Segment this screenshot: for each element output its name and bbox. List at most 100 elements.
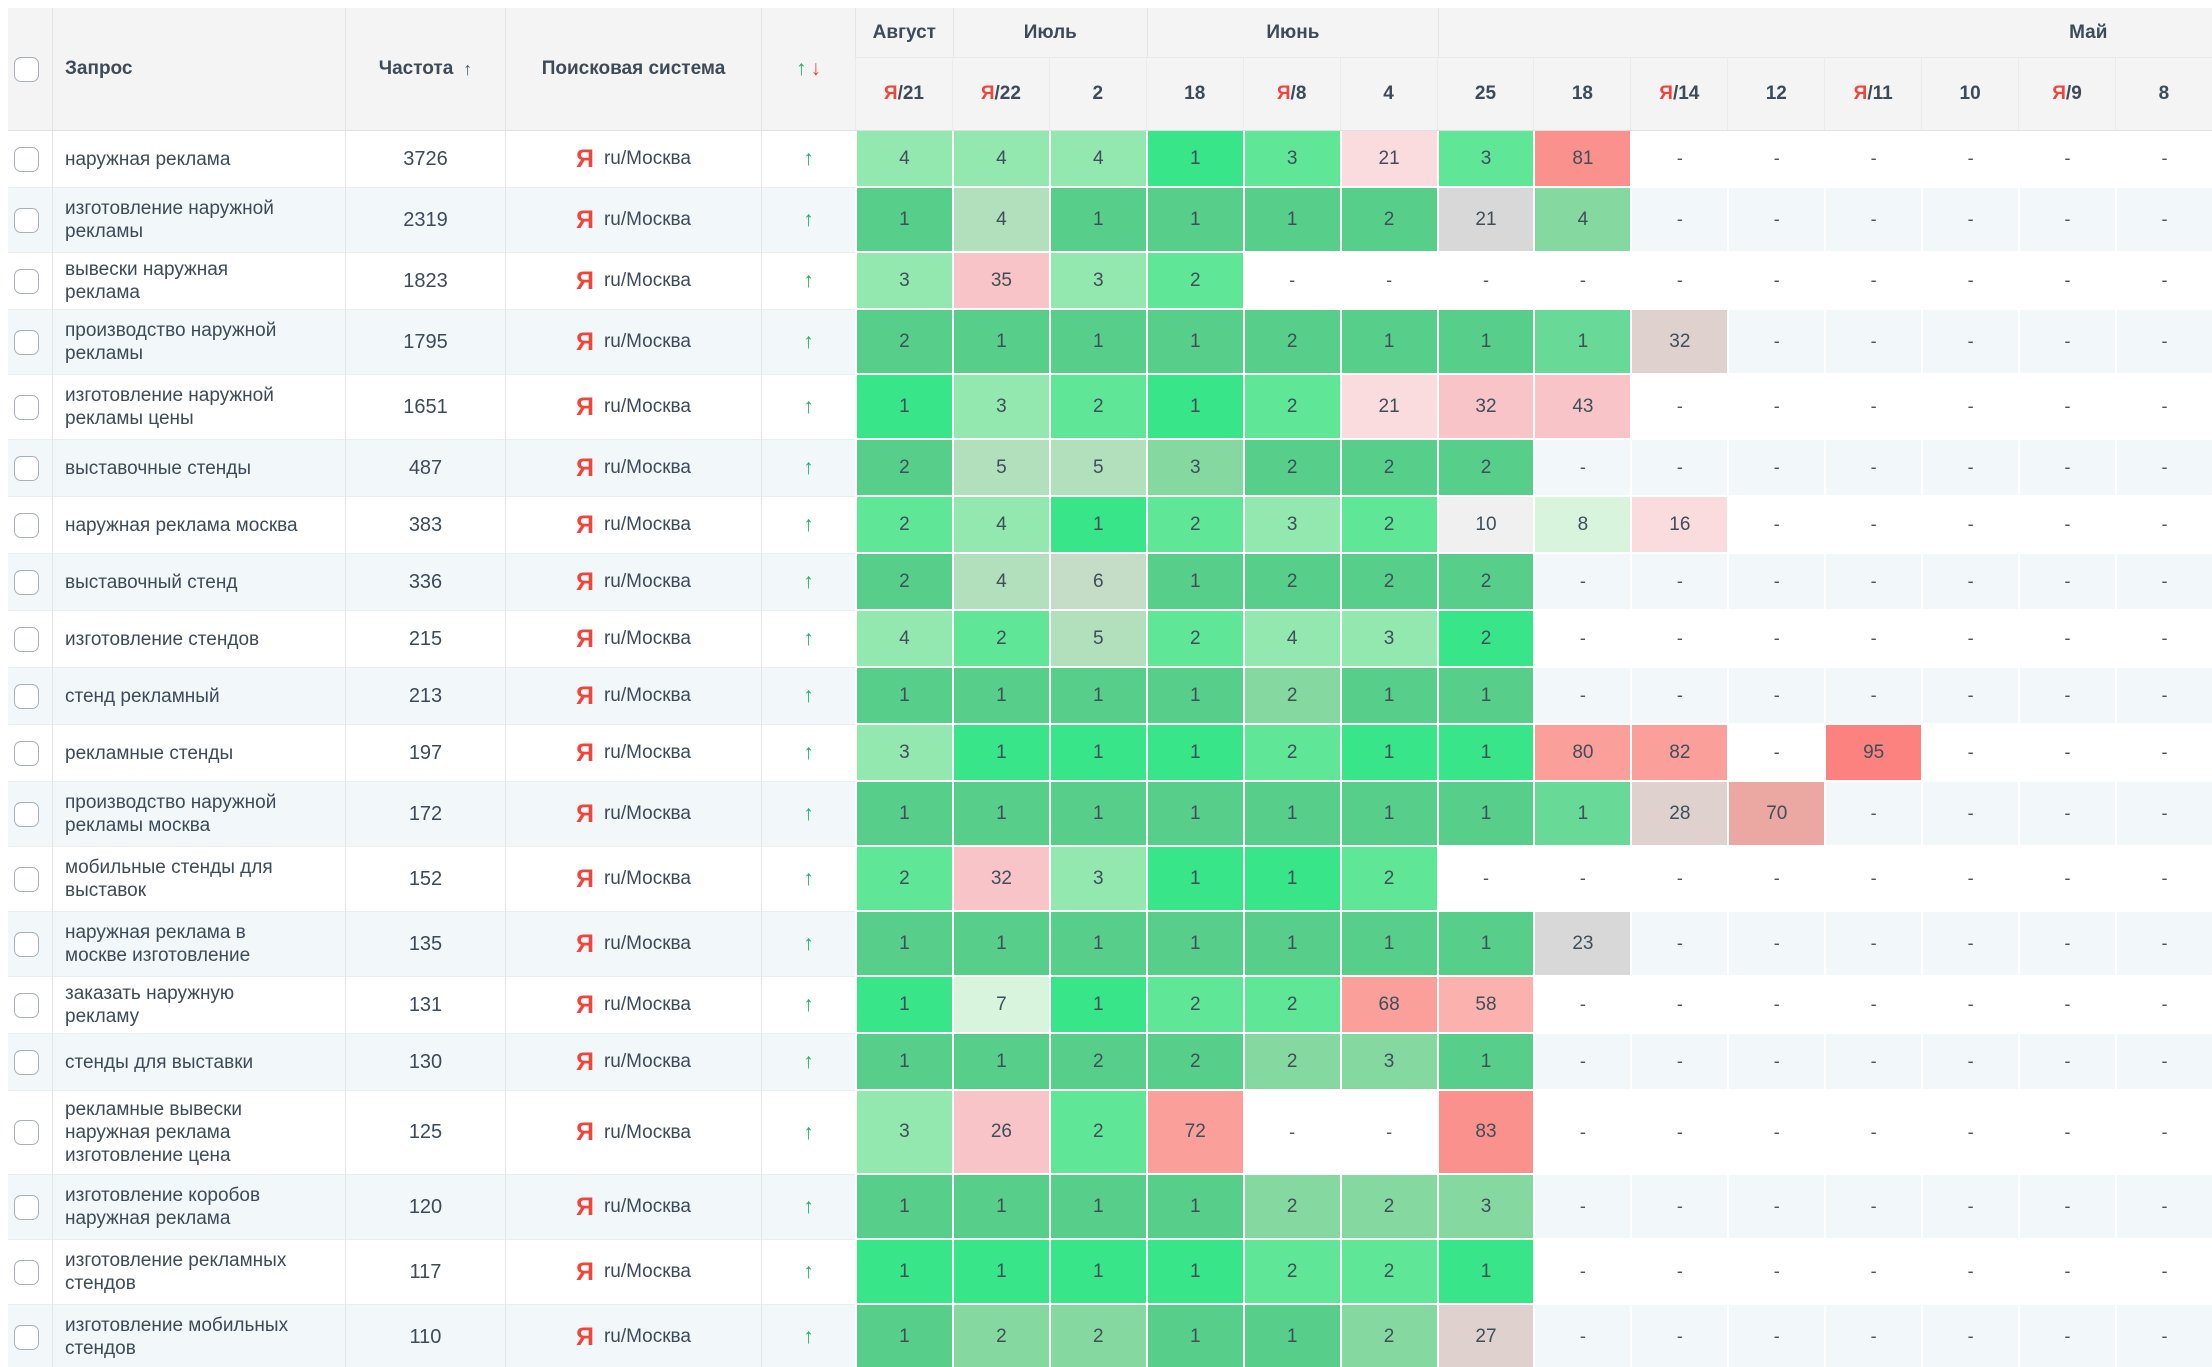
- position-cell[interactable]: 2: [1339, 440, 1437, 497]
- row-checkbox[interactable]: [14, 866, 39, 892]
- position-cell[interactable]: 1: [1048, 497, 1146, 554]
- position-cell[interactable]: 81: [1533, 131, 1631, 188]
- position-cell[interactable]: 1: [1145, 847, 1243, 912]
- position-cell[interactable]: 2: [1145, 611, 1243, 668]
- position-cell[interactable]: 21: [1339, 131, 1437, 188]
- position-cell[interactable]: 2: [1436, 440, 1534, 497]
- position-cell[interactable]: 3: [1339, 1034, 1437, 1091]
- row-checkbox[interactable]: [14, 801, 39, 827]
- position-cell[interactable]: 1: [1145, 310, 1243, 375]
- position-cell[interactable]: 1: [1048, 977, 1146, 1034]
- date-column-header[interactable]: Я/8: [1242, 57, 1340, 130]
- position-cell[interactable]: 4: [951, 188, 1049, 253]
- position-cell[interactable]: 2: [1242, 1240, 1340, 1305]
- position-cell[interactable]: 1: [855, 188, 952, 253]
- query-label[interactable]: выставочный стенд: [65, 571, 238, 593]
- position-cell[interactable]: 4: [1533, 188, 1631, 253]
- row-checkbox[interactable]: [14, 931, 39, 957]
- position-cell[interactable]: 2: [855, 310, 952, 375]
- date-column-header[interactable]: 10: [1921, 57, 2019, 130]
- position-cell[interactable]: 2: [1145, 253, 1243, 310]
- query-label[interactable]: рекламные вывески наружная реклама изгот…: [65, 1099, 242, 1166]
- position-cell[interactable]: 2: [855, 554, 952, 611]
- position-cell[interactable]: 1: [1436, 1034, 1534, 1091]
- position-cell[interactable]: 1: [951, 1175, 1049, 1240]
- query-label[interactable]: стенды для выставки: [65, 1051, 254, 1073]
- position-cell[interactable]: 2: [855, 497, 952, 554]
- row-checkbox[interactable]: [14, 1259, 39, 1285]
- position-cell[interactable]: 2: [855, 847, 952, 912]
- position-cell[interactable]: 3: [1339, 611, 1437, 668]
- position-cell[interactable]: 1: [1145, 131, 1243, 188]
- position-cell[interactable]: 3: [1436, 1175, 1534, 1240]
- position-cell[interactable]: 1: [855, 977, 952, 1034]
- position-cell[interactable]: 68: [1339, 977, 1437, 1034]
- query-label[interactable]: производство наружной рекламы москва: [65, 792, 277, 836]
- row-checkbox[interactable]: [14, 1324, 39, 1350]
- query-label[interactable]: рекламные стенды: [65, 742, 234, 764]
- engine-column-header[interactable]: Поисковая система: [506, 8, 762, 130]
- position-cell[interactable]: 32: [1436, 375, 1534, 440]
- query-label[interactable]: наружная реклама в москве изготовление: [65, 922, 251, 966]
- position-cell[interactable]: 2: [1339, 497, 1437, 554]
- position-cell[interactable]: 1: [855, 375, 952, 440]
- date-column-header[interactable]: Я/21: [855, 57, 952, 130]
- position-cell[interactable]: 2: [1048, 375, 1146, 440]
- position-cell[interactable]: 3: [951, 375, 1049, 440]
- position-cell[interactable]: 4: [951, 131, 1049, 188]
- position-cell[interactable]: 1: [1048, 1240, 1146, 1305]
- position-cell[interactable]: 1: [1145, 188, 1243, 253]
- position-cell[interactable]: 2: [1339, 847, 1437, 912]
- position-cell[interactable]: 2: [855, 440, 952, 497]
- position-cell[interactable]: 1: [1339, 725, 1437, 782]
- query-label[interactable]: изготовление наружной рекламы: [65, 198, 274, 242]
- row-checkbox[interactable]: [14, 683, 39, 709]
- position-cell[interactable]: 2: [1048, 1034, 1146, 1091]
- query-column-header[interactable]: Запрос: [53, 8, 346, 130]
- position-cell[interactable]: 3: [1242, 497, 1340, 554]
- position-cell[interactable]: 2: [1339, 188, 1437, 253]
- position-cell[interactable]: 2: [1145, 1034, 1243, 1091]
- position-cell[interactable]: 1: [1145, 1175, 1243, 1240]
- position-cell[interactable]: 1: [1436, 912, 1534, 977]
- position-cell[interactable]: 1: [1145, 1305, 1243, 1367]
- position-cell[interactable]: 2: [1048, 1305, 1146, 1367]
- position-cell[interactable]: 1: [1436, 1240, 1534, 1305]
- query-label[interactable]: наружная реклама москва: [65, 514, 298, 536]
- query-label[interactable]: изготовление наружной рекламы цены: [65, 385, 274, 429]
- position-cell[interactable]: 1: [1048, 310, 1146, 375]
- position-cell[interactable]: 1: [1048, 188, 1146, 253]
- position-cell[interactable]: 82: [1630, 725, 1728, 782]
- position-cell[interactable]: 3: [855, 253, 952, 310]
- position-cell[interactable]: 4: [1048, 131, 1146, 188]
- position-cell[interactable]: 2: [1242, 310, 1340, 375]
- position-cell[interactable]: 2: [1242, 1034, 1340, 1091]
- position-cell[interactable]: 1: [951, 912, 1049, 977]
- position-cell[interactable]: 32: [1630, 310, 1728, 375]
- row-checkbox[interactable]: [14, 329, 39, 355]
- position-cell[interactable]: 2: [1242, 725, 1340, 782]
- position-cell[interactable]: 1: [855, 1034, 952, 1091]
- position-cell[interactable]: 1: [1339, 782, 1437, 847]
- row-checkbox[interactable]: [14, 268, 39, 294]
- position-cell[interactable]: 1: [1242, 188, 1340, 253]
- trend-column-header[interactable]: ↑ ↓: [762, 8, 855, 130]
- position-cell[interactable]: 2: [1436, 554, 1534, 611]
- position-cell[interactable]: 1: [1048, 725, 1146, 782]
- position-cell[interactable]: 16: [1630, 497, 1728, 554]
- position-cell[interactable]: 2: [1048, 1091, 1146, 1175]
- position-cell[interactable]: 1: [855, 668, 952, 725]
- position-cell[interactable]: 10: [1436, 497, 1534, 554]
- position-cell[interactable]: 1: [1048, 668, 1146, 725]
- row-checkbox[interactable]: [14, 512, 39, 538]
- position-cell[interactable]: 2: [1436, 611, 1534, 668]
- position-cell[interactable]: 1: [1339, 912, 1437, 977]
- position-cell[interactable]: 1: [1436, 310, 1534, 375]
- row-checkbox[interactable]: [14, 740, 39, 766]
- position-cell[interactable]: 1: [951, 1034, 1049, 1091]
- position-cell[interactable]: 2: [1242, 440, 1340, 497]
- row-checkbox[interactable]: [14, 1120, 39, 1145]
- date-column-header[interactable]: Я/11: [1824, 57, 1922, 130]
- frequency-column-header[interactable]: Частота ↑: [346, 8, 506, 130]
- date-column-header[interactable]: 8: [2114, 57, 2212, 130]
